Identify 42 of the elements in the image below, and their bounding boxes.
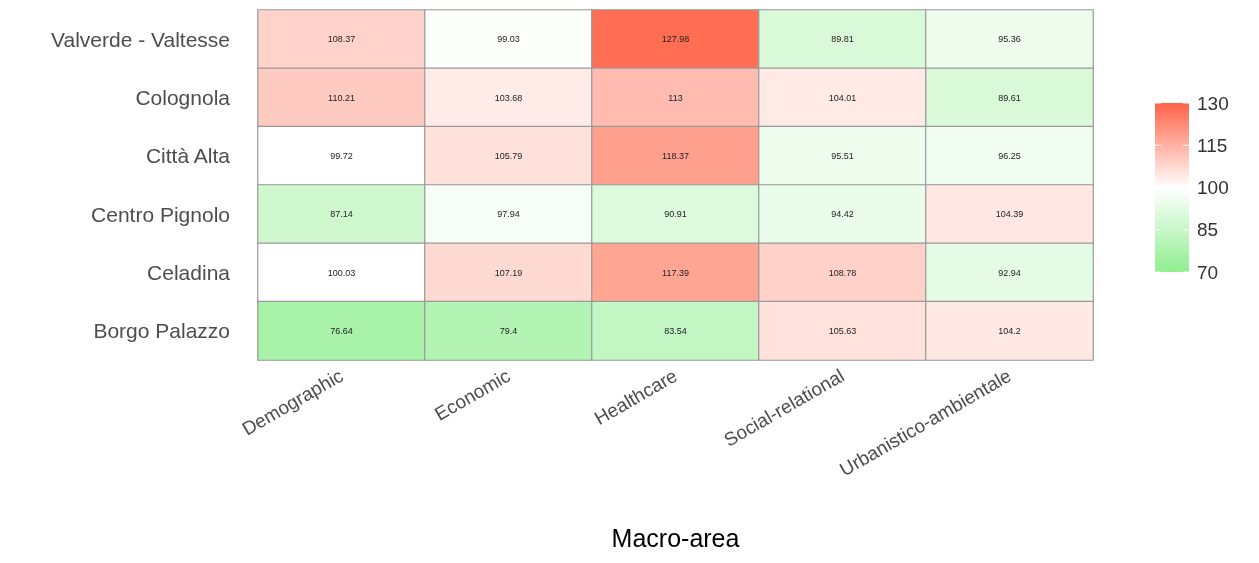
y-tick-label: Colognola [135,86,231,109]
data-label: 105.63 [828,325,857,336]
data-label: 89.81 [831,34,854,45]
data-label: 108.37 [327,34,356,45]
color-bar-label: 115 [1197,134,1228,156]
data-label: 79.4 [499,325,518,336]
data-label: 104.01 [828,92,857,103]
data-label: 87.14 [330,209,353,220]
data-label: 97.94 [497,209,520,220]
color-bar-label: 100 [1197,177,1229,198]
y-tick-label: Valverde - Valtesse [51,27,230,51]
color-bar-label: 70 [1197,261,1219,283]
color-bar-label: 130 [1197,92,1229,114]
y-tick-label: Celadina [147,261,231,284]
data-label: 95.51 [831,150,854,161]
data-label: 117.39 [662,267,689,278]
data-label: 99.72 [330,150,353,161]
data-label: 110.21 [328,92,355,103]
data-label: 113 [668,92,683,103]
data-label: 90.91 [664,209,687,220]
data-label: 107.19 [494,267,523,278]
data-label: 89.61 [998,92,1021,103]
y-tick-label: Centro Pignolo [91,202,230,226]
y-tick-label: Borgo Palazzo [93,319,230,343]
x-axis-title: Macro-area [611,523,740,552]
data-label: 118.37 [662,150,689,161]
data-label: 95.36 [998,34,1021,45]
data-label: 96.25 [998,150,1021,161]
data-label: 94.42 [831,209,854,220]
data-label: 99.03 [497,34,520,45]
y-tick-label: Città Alta [145,144,231,168]
data-label: 83.54 [664,325,687,336]
color-bar-label: 85 [1197,219,1219,241]
data-label: 103.68 [494,92,523,103]
data-label: 100.03 [327,267,356,278]
data-label: 104.2 [998,325,1021,336]
data-label: 105.79 [494,150,523,161]
data-label: 76.64 [330,325,353,336]
data-label: 108.78 [828,267,857,278]
data-label: 104.39 [995,209,1024,220]
data-label: 92.94 [998,267,1021,278]
data-label: 127.98 [661,34,690,45]
